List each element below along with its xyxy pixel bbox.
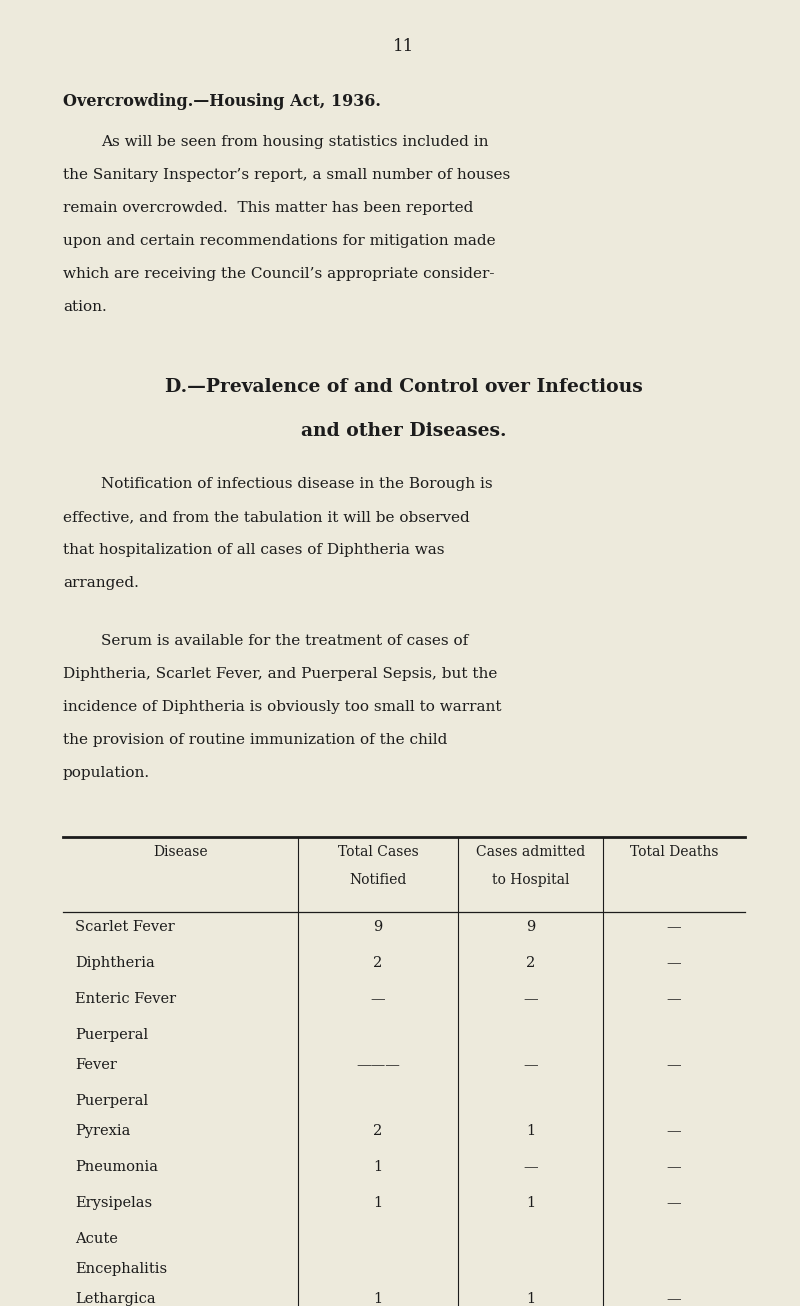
- Text: Overcrowding.—Housing Act, 1936.: Overcrowding.—Housing Act, 1936.: [63, 93, 381, 110]
- Text: Notified: Notified: [350, 872, 406, 887]
- Text: ———: ———: [356, 1058, 400, 1072]
- Text: D.—Prevalence of and Control over Infectious: D.—Prevalence of and Control over Infect…: [165, 377, 643, 396]
- Text: Erysipelas: Erysipelas: [75, 1196, 152, 1209]
- Text: that hospitalization of all cases of Diphtheria was: that hospitalization of all cases of Dip…: [63, 543, 445, 556]
- Text: 2: 2: [374, 956, 382, 970]
- Text: —: —: [666, 919, 682, 934]
- Text: —: —: [666, 993, 682, 1006]
- Text: Encephalitis: Encephalitis: [75, 1262, 167, 1276]
- Text: Fever: Fever: [75, 1058, 117, 1072]
- Text: —: —: [370, 993, 386, 1006]
- Text: arranged.: arranged.: [63, 576, 139, 590]
- Text: —: —: [666, 1124, 682, 1138]
- Text: remain overcrowded.  This matter has been reported: remain overcrowded. This matter has been…: [63, 201, 474, 215]
- Text: 1: 1: [374, 1292, 382, 1306]
- Text: —: —: [666, 1160, 682, 1174]
- Text: Pneumonia: Pneumonia: [75, 1160, 158, 1174]
- Text: —: —: [666, 956, 682, 970]
- Text: 11: 11: [394, 38, 414, 55]
- Text: which are receiving the Council’s appropriate consider-: which are receiving the Council’s approp…: [63, 266, 494, 281]
- Text: population.: population.: [63, 767, 150, 780]
- Text: Puerperal: Puerperal: [75, 1028, 148, 1042]
- Text: the Sanitary Inspector’s report, a small number of houses: the Sanitary Inspector’s report, a small…: [63, 168, 510, 182]
- Text: 1: 1: [374, 1196, 382, 1209]
- Text: and other Diseases.: and other Diseases.: [302, 422, 506, 440]
- Text: 1: 1: [374, 1160, 382, 1174]
- Text: As will be seen from housing statistics included in: As will be seen from housing statistics …: [101, 135, 489, 149]
- Text: Cases admitted: Cases admitted: [476, 845, 585, 859]
- Text: effective, and from the tabulation it will be observed: effective, and from the tabulation it wi…: [63, 511, 470, 524]
- Text: 2: 2: [374, 1124, 382, 1138]
- Text: Diphtheria, Scarlet Fever, and Puerperal Sepsis, but the: Diphtheria, Scarlet Fever, and Puerperal…: [63, 667, 498, 680]
- Text: to Hospital: to Hospital: [492, 872, 570, 887]
- Text: Serum is available for the treatment of cases of: Serum is available for the treatment of …: [101, 633, 468, 648]
- Text: Total Cases: Total Cases: [338, 845, 418, 859]
- Text: Puerperal: Puerperal: [75, 1094, 148, 1107]
- Text: upon and certain recommendations for mitigation made: upon and certain recommendations for mit…: [63, 234, 496, 248]
- Text: 9: 9: [526, 919, 535, 934]
- Text: Pyrexia: Pyrexia: [75, 1124, 130, 1138]
- Text: Disease: Disease: [153, 845, 208, 859]
- Text: Acute: Acute: [75, 1232, 118, 1246]
- Text: —: —: [666, 1196, 682, 1209]
- Text: 1: 1: [526, 1292, 535, 1306]
- Text: 1: 1: [526, 1124, 535, 1138]
- Text: —: —: [523, 1160, 538, 1174]
- Text: —: —: [523, 1058, 538, 1072]
- Text: 1: 1: [526, 1196, 535, 1209]
- Text: Scarlet Fever: Scarlet Fever: [75, 919, 174, 934]
- Text: Notification of infectious disease in the Borough is: Notification of infectious disease in th…: [101, 477, 493, 491]
- Text: the provision of routine immunization of the child: the provision of routine immunization of…: [63, 733, 447, 747]
- Text: ation.: ation.: [63, 300, 106, 313]
- Text: incidence of Diphtheria is obviously too small to warrant: incidence of Diphtheria is obviously too…: [63, 700, 502, 714]
- Text: —: —: [523, 993, 538, 1006]
- Text: Diphtheria: Diphtheria: [75, 956, 154, 970]
- Text: —: —: [666, 1058, 682, 1072]
- Text: Total Deaths: Total Deaths: [630, 845, 718, 859]
- Text: —: —: [666, 1292, 682, 1306]
- Text: Enteric Fever: Enteric Fever: [75, 993, 176, 1006]
- Text: Lethargica: Lethargica: [75, 1292, 156, 1306]
- Text: 2: 2: [526, 956, 535, 970]
- Text: 9: 9: [374, 919, 382, 934]
